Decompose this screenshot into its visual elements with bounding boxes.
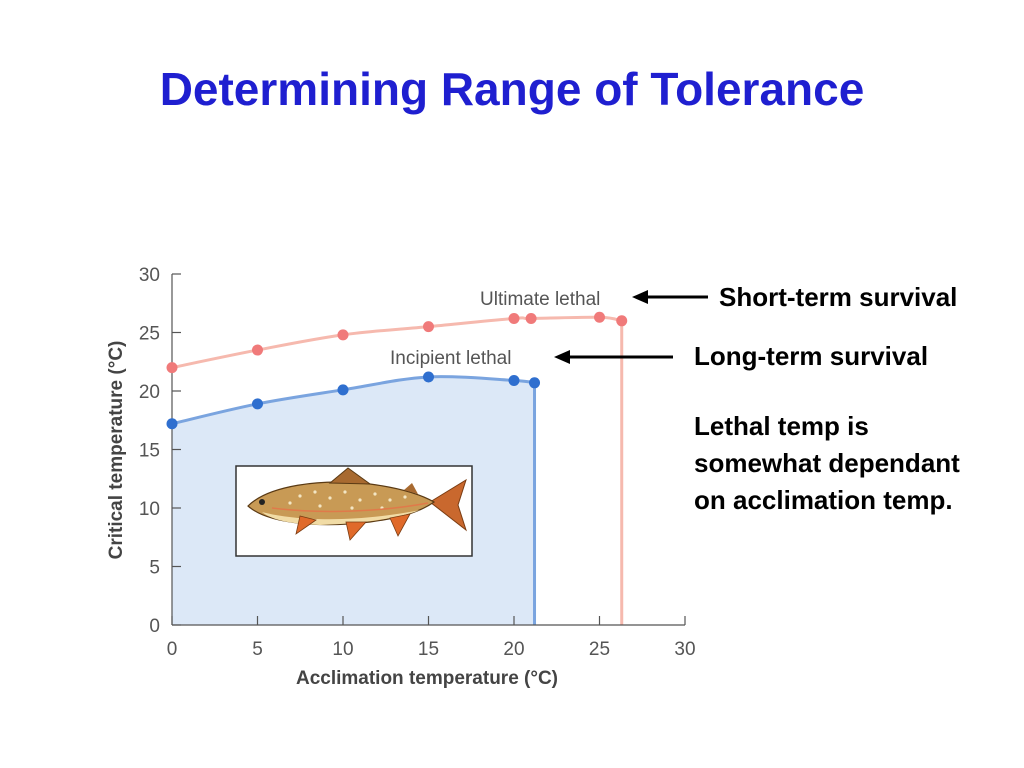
data-point [166,362,178,374]
series-label-ultimate-lethal: Ultimate lethal [480,289,600,310]
data-point [508,374,520,386]
data-point [252,398,263,410]
y-tick-label: 25 [139,324,160,345]
data-point [529,377,541,389]
y-axis-label: Critical temperature (°C) [106,341,127,560]
fish-eye [259,499,265,505]
x-axis-label: Acclimation temperature (°C) [296,668,558,689]
x-tick-label: 20 [503,639,524,660]
y-tick-label: 30 [139,265,160,286]
fish-illustration [235,465,473,557]
annotation-lethal-temp-note: Lethal temp is somewhat dependant on acc… [694,411,960,515]
x-tick-label: 5 [252,639,263,660]
x-tick-label: 25 [589,639,610,660]
data-point [337,384,349,396]
data-point [616,315,628,327]
data-point [423,371,434,383]
data-point [525,312,537,324]
y-tick-label: 15 [139,441,160,462]
arrow-short-term [632,290,708,304]
series-label-incipient-lethal: Incipient lethal [390,348,511,369]
fish-pelvic-fin [345,521,367,541]
y-tick-label: 10 [139,499,160,520]
x-tick-label: 15 [418,639,439,660]
fish-adipose-fin [404,483,418,494]
slide-title: Determining Range of Tolerance [159,63,865,115]
arrow-long-term [554,350,673,364]
fish-tail [429,478,467,532]
fish-lateral-line [271,502,429,513]
x-tick-label: 10 [332,639,353,660]
data-point [166,418,178,430]
data-point [508,312,520,324]
y-tick-label: 0 [149,616,160,637]
data-point [423,321,434,333]
annotation-long-term-survival: Long-term survival [694,341,929,371]
fish-pectoral-fin [295,515,317,535]
x-tick-label: 30 [674,639,695,660]
x-tick-label: 0 [167,639,178,660]
y-tick-label: 5 [149,558,160,579]
y-tick-label: 20 [139,382,160,403]
data-point [594,311,605,323]
data-point [337,329,349,341]
annotation-short-term-survival: Short-term survival [719,282,958,312]
fish-anal-fin [389,513,411,537]
fish-dorsal-fin [328,467,372,485]
data-point [252,344,263,356]
